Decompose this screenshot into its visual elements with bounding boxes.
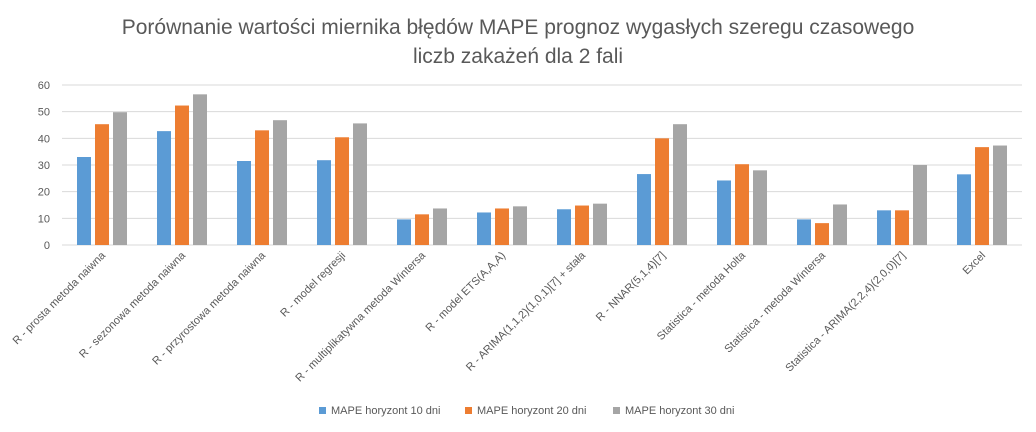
x-tick-label: R - NNAR(5,1,4)[7]	[594, 250, 668, 324]
bar	[593, 203, 607, 245]
bar	[717, 180, 731, 245]
legend-label: MAPE horyzont 30 dni	[625, 405, 734, 417]
x-tick-label: Excel	[961, 250, 989, 278]
y-tick-label: 40	[38, 133, 50, 145]
bar	[513, 206, 527, 245]
x-tick-label: R - multiplikatywna metoda Wintersa	[293, 249, 428, 384]
bar	[477, 212, 491, 245]
bar	[495, 208, 509, 245]
bar	[317, 160, 331, 245]
legend: MAPE horyzont 10 dni MAPE horyzont 20 dni…	[319, 405, 734, 417]
bar	[815, 223, 829, 245]
bar	[237, 161, 251, 245]
bar	[575, 205, 589, 245]
bar	[273, 120, 287, 245]
legend-swatch	[319, 407, 326, 414]
x-tick-label: R - model ETS(A,A,A)	[424, 250, 509, 335]
legend-swatch	[465, 407, 472, 414]
bars	[77, 94, 1007, 246]
bar	[255, 130, 269, 245]
legend-label: MAPE horyzont 10 dni	[331, 405, 440, 417]
bar	[753, 170, 767, 245]
bar	[113, 112, 127, 245]
legend-swatch	[613, 407, 620, 414]
bar	[735, 164, 749, 245]
bar	[957, 174, 971, 245]
y-tick-label: 0	[44, 240, 50, 252]
bar	[415, 214, 429, 245]
bar	[157, 131, 171, 245]
bar	[557, 209, 571, 245]
bar	[95, 124, 109, 245]
y-tick-label: 20	[38, 187, 50, 199]
y-tick-label: 60	[38, 80, 50, 92]
y-tick-label: 10	[38, 213, 50, 225]
bar	[433, 208, 447, 245]
bar	[993, 145, 1007, 245]
bar	[353, 123, 367, 245]
bar	[673, 124, 687, 245]
bar	[77, 157, 91, 245]
gridlines	[62, 84, 1022, 246]
bar	[637, 174, 651, 245]
x-tick-label: R - prosta metoda naiwna	[11, 249, 109, 347]
bar	[175, 105, 189, 246]
bar	[975, 147, 989, 245]
bar	[833, 204, 847, 245]
bar	[193, 94, 207, 245]
bar	[335, 137, 349, 245]
chart-title-line: liczb zakażeń dla 2 fali	[413, 45, 623, 68]
bar	[913, 165, 927, 245]
x-tick-label: R - model regresji	[278, 250, 348, 320]
bar	[397, 219, 411, 245]
bar	[877, 210, 891, 245]
chart-title-line: Porównanie wartości miernika błędów MAPE…	[122, 16, 915, 39]
y-axis: 0 10 20 30 40 50 60	[38, 80, 50, 252]
legend-label: MAPE horyzont 20 dni	[477, 405, 586, 417]
bar	[895, 210, 909, 245]
chart-title: Porównanie wartości miernika błędów MAPE…	[122, 16, 915, 68]
x-tick-label: Statistica - metoda Holta	[655, 249, 749, 343]
y-tick-label: 30	[38, 160, 50, 172]
bar	[655, 138, 669, 245]
bar	[797, 219, 811, 245]
y-tick-label: 50	[38, 107, 50, 119]
